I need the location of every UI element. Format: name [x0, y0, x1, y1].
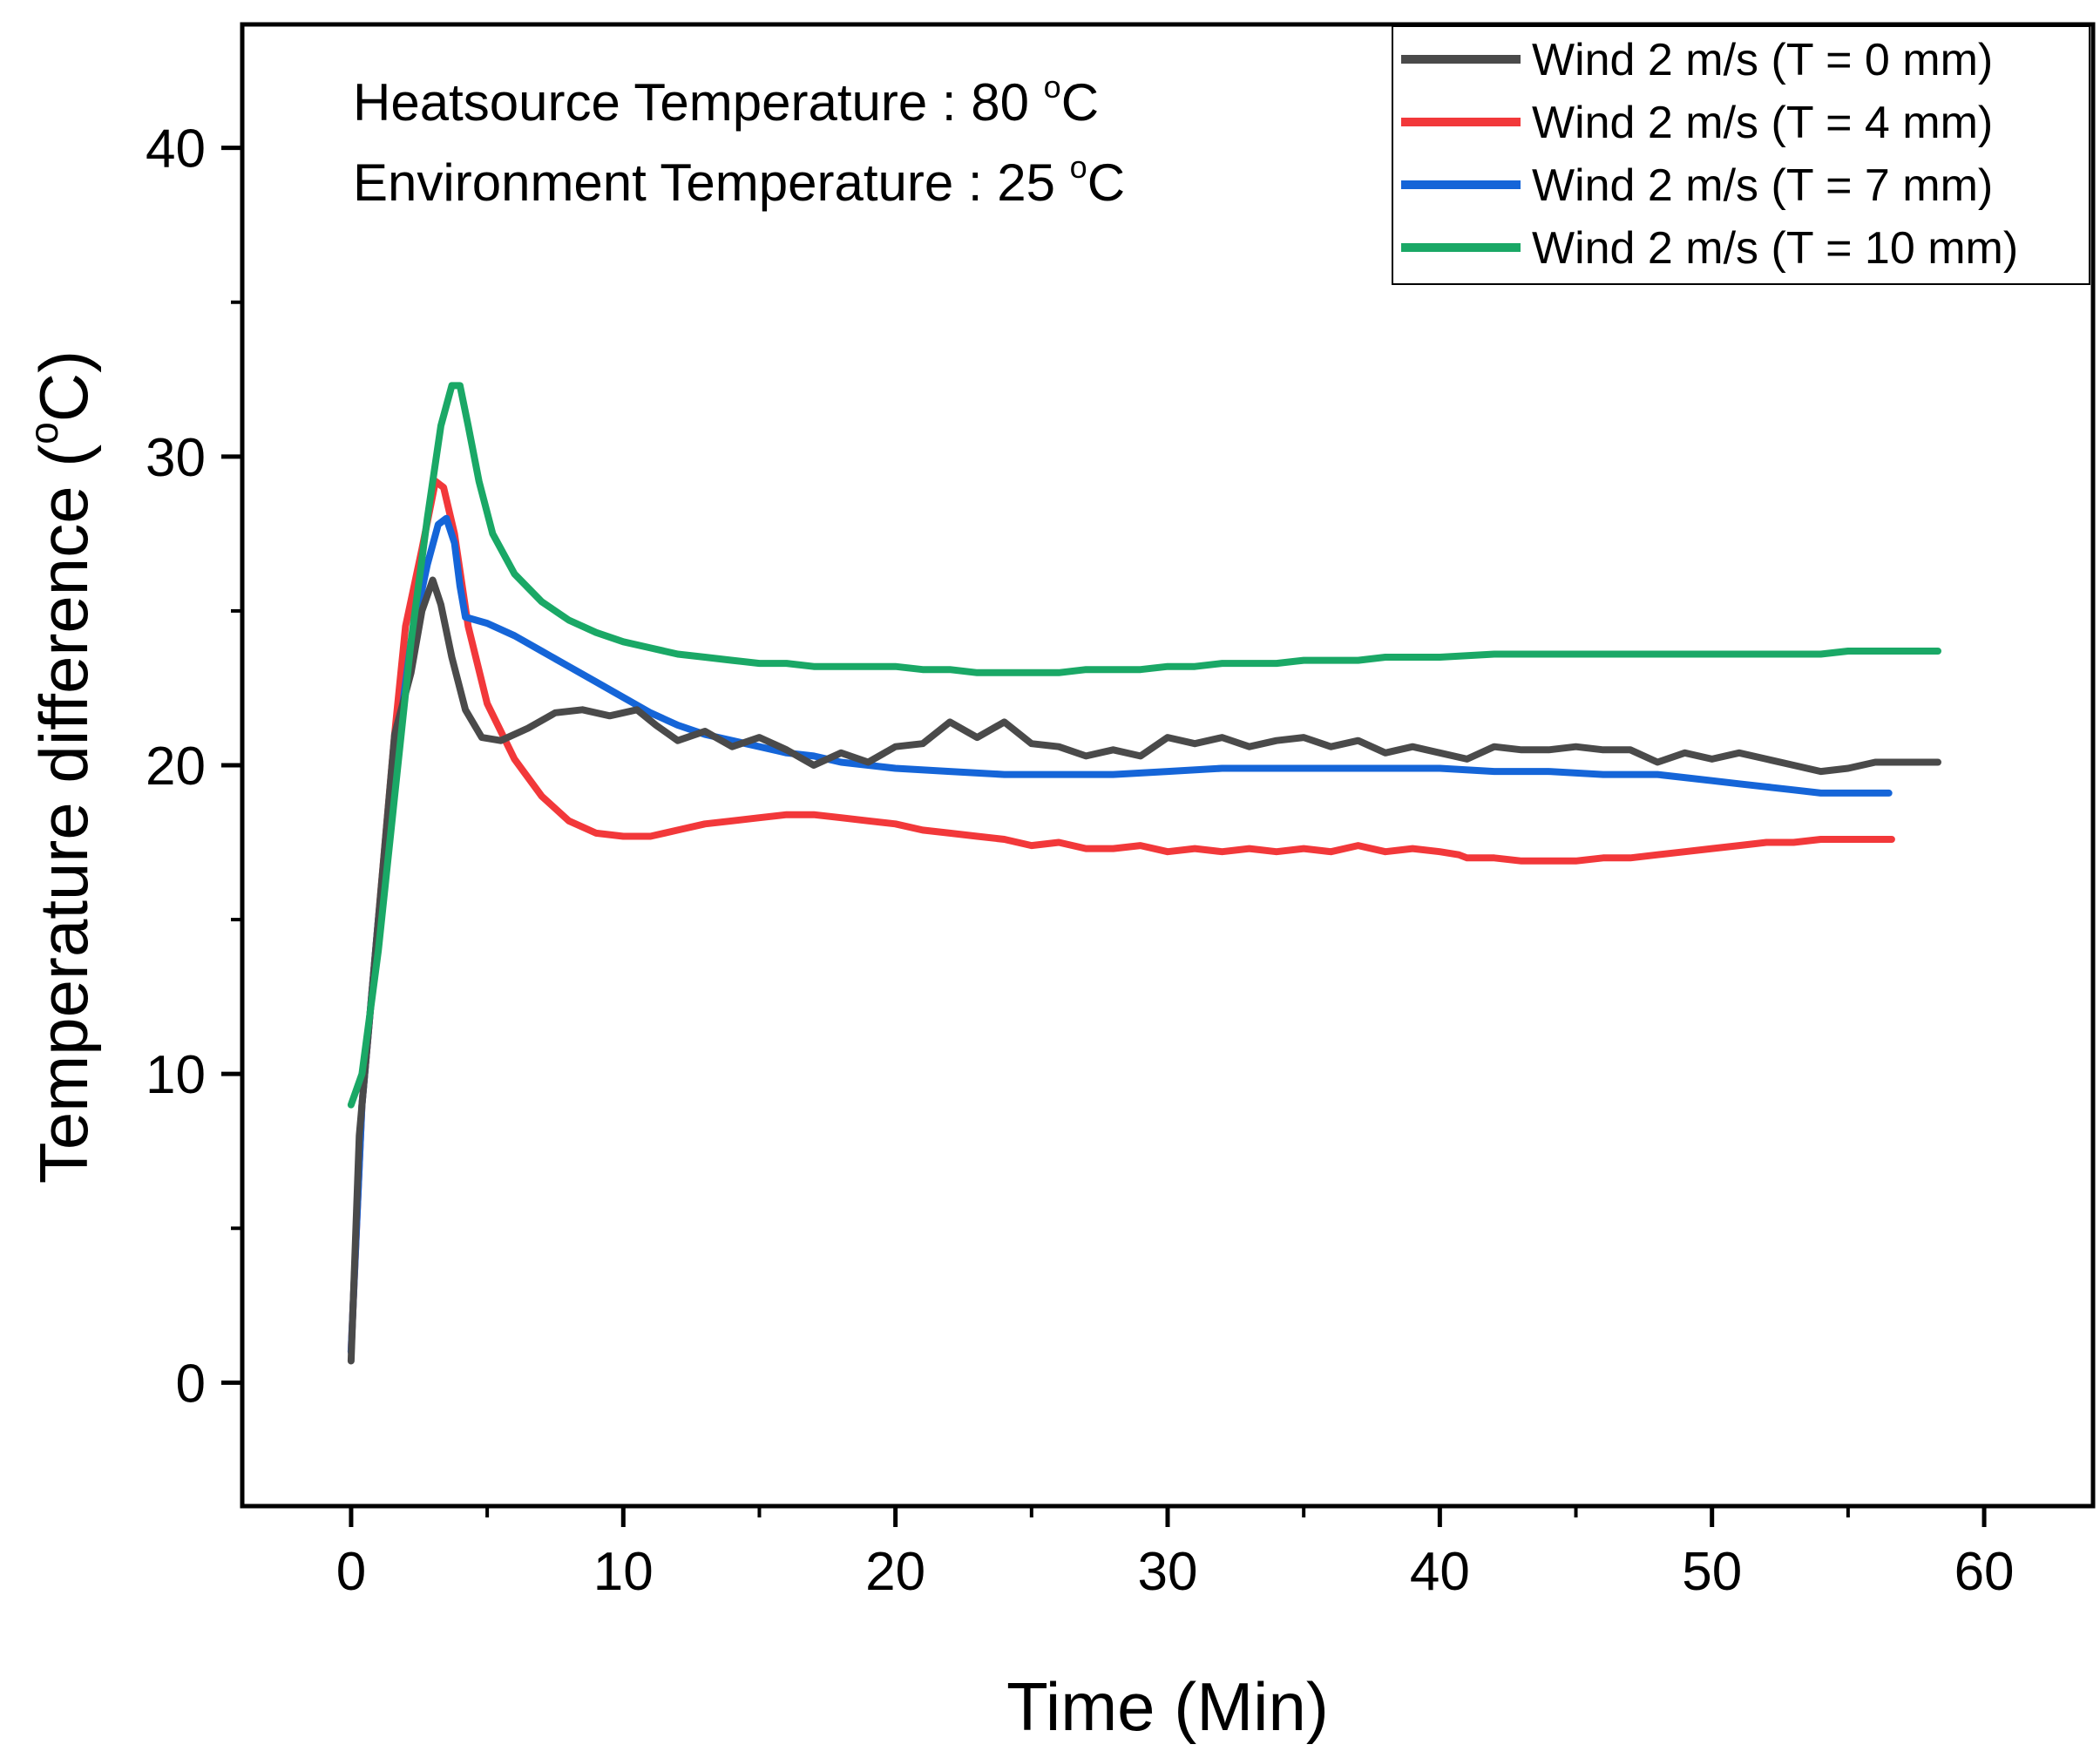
legend-item-t10: Wind 2 m/s (T = 10 mm) — [1401, 223, 2018, 274]
x-tick-label-40: 40 — [1410, 1542, 1470, 1602]
y-tick-label-10: 10 — [146, 1045, 206, 1105]
legend-item-t4: Wind 2 m/s (T = 4 mm) — [1401, 98, 1993, 148]
legend-item-t0: Wind 2 m/s (T = 0 mm) — [1401, 35, 1993, 85]
legend: Wind 2 m/s (T = 0 mm) Wind 2 m/s (T = 4 … — [1392, 25, 2090, 285]
x-tick-label-10: 10 — [593, 1542, 654, 1602]
legend-item-t7: Wind 2 m/s (T = 7 mm) — [1401, 160, 1993, 211]
legend-label-t10: Wind 2 m/s (T = 10 mm) — [1532, 223, 2018, 274]
ticks-layer: 0 10 20 30 40 50 60 0 10 20 30 40 — [146, 119, 2015, 1602]
x-tick-label-50: 50 — [1682, 1542, 1742, 1602]
legend-label-t0: Wind 2 m/s (T = 0 mm) — [1532, 35, 1993, 85]
legend-box — [1392, 25, 2090, 285]
series-layer — [347, 382, 1941, 1365]
series-line-3 — [347, 382, 1941, 1109]
y-axis-title: Temperature difference (oC) — [21, 350, 102, 1184]
legend-label-t4: Wind 2 m/s (T = 4 mm) — [1532, 98, 1993, 148]
annotation-heatsource: Heatsource Temperature : 80 oC — [353, 69, 1099, 132]
y-tick-label-20: 20 — [146, 736, 206, 797]
series-line-0 — [347, 576, 1941, 1365]
x-tick-label-0: 0 — [336, 1542, 366, 1602]
x-tick-label-60: 60 — [1954, 1542, 2015, 1602]
y-tick-label-30: 30 — [146, 428, 206, 488]
series-line-2 — [347, 514, 1893, 1355]
y-tick-label-40: 40 — [146, 119, 206, 180]
y-tick-label-0: 0 — [176, 1354, 206, 1414]
series-line-1 — [347, 478, 1895, 1355]
legend-label-t7: Wind 2 m/s (T = 7 mm) — [1532, 160, 1993, 211]
x-axis-title: Time (Min) — [1006, 1668, 1329, 1745]
annotation-environment: Environment Temperature : 25 oC — [353, 149, 1125, 212]
x-tick-label-20: 20 — [865, 1542, 925, 1602]
x-tick-label-30: 30 — [1138, 1542, 1198, 1602]
